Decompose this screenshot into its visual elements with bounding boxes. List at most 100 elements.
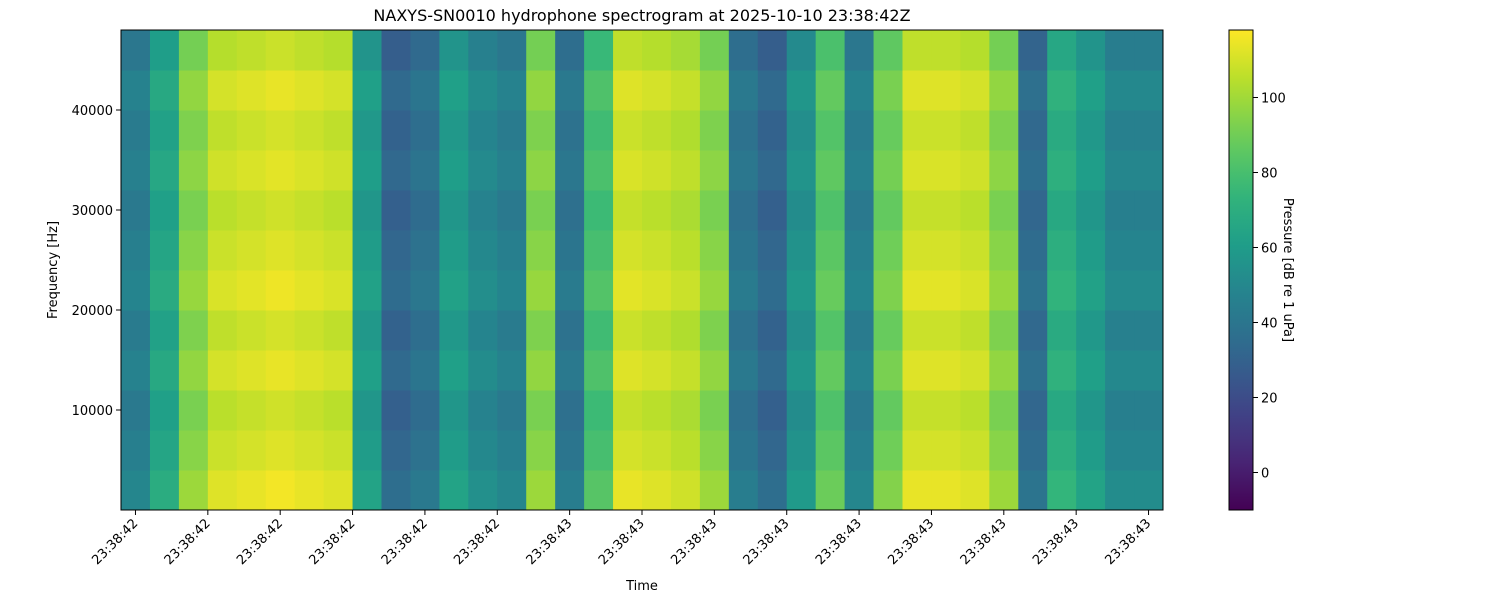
heatmap-cell [989, 110, 1019, 151]
heatmap-cell [757, 430, 788, 471]
heatmap-cell [642, 230, 672, 271]
heatmap-cell [352, 190, 382, 231]
heatmap-cell [960, 190, 990, 231]
heatmap-cell [786, 270, 817, 311]
heatmap-cell [178, 430, 209, 471]
heatmap-cell [815, 350, 846, 391]
x-tick-label: 23:38:42 [234, 516, 286, 568]
heatmap-cell [294, 270, 325, 311]
heatmap-cell [1105, 230, 1135, 271]
heatmap-cell [121, 350, 151, 391]
heatmap-cell [1076, 190, 1106, 231]
heatmap-cell [699, 150, 730, 191]
heatmap-cell [584, 430, 614, 471]
x-tick-label: 23:38:43 [813, 516, 865, 568]
heatmap-cell [1105, 470, 1135, 511]
heatmap-cell [670, 190, 701, 231]
heatmap-cell [902, 110, 932, 151]
y-tick-label: 10000 [72, 404, 113, 419]
heatmap-cell [1134, 30, 1164, 71]
heatmap-cell [960, 390, 990, 431]
x-tick-label: 23:38:43 [668, 516, 720, 568]
heatmap-cell [728, 70, 759, 111]
heatmap-cell [960, 350, 990, 391]
heatmap-cell [178, 270, 209, 311]
heatmap-cell [786, 150, 817, 191]
heatmap-cell [294, 190, 325, 231]
heatmap-cell [1134, 230, 1164, 271]
heatmap-cell [207, 270, 238, 311]
heatmap-cell [207, 470, 238, 511]
heatmap-cell [613, 190, 643, 231]
heatmap-cell [1134, 430, 1164, 471]
heatmap-cell [613, 470, 643, 511]
heatmap-cell [352, 30, 382, 71]
colorbar [1228, 29, 1254, 511]
heatmap-cell [207, 230, 238, 271]
heatmap-cell [1134, 310, 1164, 351]
heatmap-cell [149, 110, 180, 151]
heatmap-cell [352, 270, 382, 311]
x-tick-label: 23:38:43 [958, 516, 1010, 568]
heatmap-cell [670, 150, 701, 191]
heatmap-cell [178, 310, 209, 351]
heatmap-cell [265, 390, 296, 431]
heatmap-cell [265, 270, 296, 311]
heatmap-cell [989, 350, 1019, 391]
heatmap-cell [294, 30, 325, 71]
heatmap-cell [613, 30, 643, 71]
heatmap-cell [670, 350, 701, 391]
heatmap-cell [699, 470, 730, 511]
heatmap-cell [757, 70, 788, 111]
heatmap-cell [670, 390, 701, 431]
heatmap-cell [844, 390, 875, 431]
heatmap-cell [323, 390, 354, 431]
heatmap-cell [1047, 30, 1077, 71]
x-tick-label: 23:38:43 [1102, 516, 1154, 568]
heatmap-cell [352, 230, 382, 271]
heatmap-cell [236, 470, 267, 511]
heatmap-cell [960, 150, 990, 191]
heatmap-cell [1076, 430, 1106, 471]
heatmap-cell [873, 110, 903, 151]
heatmap-cell [352, 150, 382, 191]
heatmap-cell [352, 110, 382, 151]
heatmap-cell [728, 470, 759, 511]
heatmap-cell [121, 470, 151, 511]
heatmap-cell [468, 350, 498, 391]
heatmap-cell [410, 150, 440, 191]
heatmap-cell [584, 70, 614, 111]
colorbar-tick-label: 40 [1261, 317, 1278, 332]
heatmap-cell [1076, 150, 1106, 191]
heatmap-cell [410, 30, 440, 71]
heatmap-cell [1018, 230, 1048, 271]
heatmap-cell [960, 470, 990, 511]
heatmap-cell [381, 310, 411, 351]
heatmap-cell [815, 70, 846, 111]
heatmap-cell [1105, 270, 1135, 311]
heatmap-cell [989, 470, 1019, 511]
heatmap-cell [902, 30, 932, 71]
heatmap-cell [989, 230, 1019, 271]
heatmap-cell [1076, 310, 1106, 351]
heatmap-cell [757, 30, 788, 71]
heatmap-cell [844, 110, 875, 151]
heatmap-cell [555, 310, 585, 351]
heatmap-cell [699, 270, 730, 311]
heatmap-cell [381, 30, 411, 71]
heatmap-cell [613, 110, 643, 151]
heatmap-cell [844, 270, 875, 311]
heatmap-cell [468, 70, 498, 111]
heatmap-cell [786, 430, 817, 471]
heatmap-cell [670, 470, 701, 511]
heatmap-cell [873, 390, 903, 431]
heatmap-cell [844, 190, 875, 231]
colorbar-tick-label: 100 [1261, 92, 1286, 107]
colorbar-label: Pressure [dB re 1 uPa] [1280, 198, 1295, 342]
heatmap-cell [265, 230, 296, 271]
heatmap-cell [526, 190, 556, 231]
heatmap-cell [178, 110, 209, 151]
heatmap-cell [1076, 70, 1106, 111]
heatmap-cell [699, 350, 730, 391]
